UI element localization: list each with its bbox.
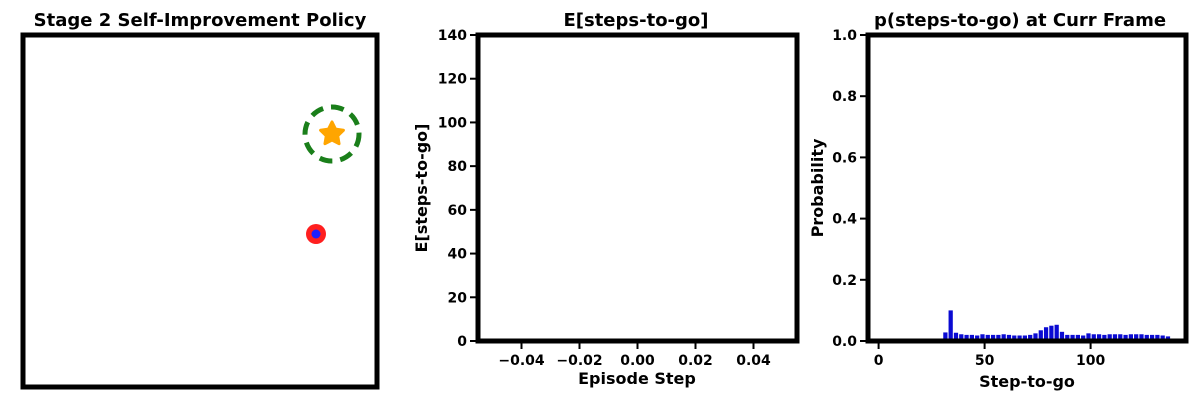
probability-bar [990, 334, 996, 341]
y-tick-label: 0.8 [832, 89, 857, 105]
y-tick-label: 20 [448, 290, 468, 306]
x-tick-label: −0.04 [498, 353, 545, 369]
x-tick-label: 50 [975, 353, 995, 369]
probability-bar [975, 335, 980, 341]
probability-bar [964, 334, 969, 341]
probability-bar [1065, 334, 1070, 341]
probability-bar [1001, 334, 1006, 341]
probability-bar [1155, 334, 1160, 341]
probability-bar [1028, 334, 1033, 341]
goal-star-icon [319, 120, 345, 146]
policy-panel: Stage 2 Self-Improvement Policy [20, 10, 380, 390]
expected-steps-title: E[steps-to-go] [563, 10, 708, 31]
probability-frame [865, 32, 1189, 344]
probability-bar [1006, 334, 1012, 341]
probability-bar [1070, 334, 1075, 341]
y-tick-label: 0.2 [832, 273, 857, 289]
y-tick-label: 140 [438, 28, 467, 44]
policy-panel-title: Stage 2 Self-Improvement Policy [34, 10, 367, 31]
probability-bar [1112, 334, 1118, 341]
x-tick-label: −0.02 [556, 353, 602, 369]
probability-bar [1054, 324, 1059, 341]
y-tick-label: 0.6 [832, 150, 857, 166]
expected-steps-x-label: Episode Step [578, 369, 696, 388]
probability-bar [1160, 335, 1165, 341]
probability-bar [985, 334, 990, 341]
probability-bar [943, 332, 948, 341]
probability-bar [1043, 327, 1049, 341]
probability-bar [1012, 335, 1017, 341]
probability-bar [1017, 335, 1022, 341]
probability-bar [996, 334, 1001, 341]
expected-steps-x-ticks: −0.04 −0.02 0.00 0.02 0.04 [498, 343, 771, 369]
probability-bar [1128, 334, 1133, 341]
probability-bar [1022, 335, 1027, 341]
probability-y-ticks: 0.0 0.2 0.4 0.6 0.8 1.0 [832, 28, 866, 350]
probability-bar [1086, 333, 1091, 341]
x-tick-label: 0.02 [678, 353, 713, 369]
probability-bar [1096, 334, 1102, 341]
y-tick-label: 60 [448, 203, 468, 219]
probability-bar [953, 332, 959, 341]
probability-bar [1091, 334, 1096, 341]
agent-marker-inner [311, 229, 321, 239]
probability-bar [1033, 333, 1038, 341]
expected-steps-panel: E[steps-to-go] −0.04 −0.02 0.00 0.02 0.04 0 2… [412, 10, 800, 388]
probability-bar [1102, 334, 1107, 341]
probability-x-ticks: 0 50 100 [874, 343, 1105, 369]
probability-bar [1149, 334, 1155, 341]
probability-title: p(steps-to-go) at Curr Frame [874, 10, 1166, 31]
x-tick-label: 100 [1076, 353, 1105, 369]
policy-panel-frame [20, 32, 380, 390]
probability-bar [1144, 334, 1149, 341]
x-tick-label: 0.04 [736, 353, 771, 369]
y-tick-label: 0.4 [832, 212, 857, 228]
probability-bar [1118, 334, 1123, 341]
probability-bar [1139, 334, 1144, 341]
probability-bar [1107, 334, 1112, 341]
probability-bar [1059, 331, 1065, 341]
probability-bar [1123, 334, 1128, 341]
y-tick-label: 40 [448, 247, 468, 263]
y-tick-label: 0.0 [832, 334, 857, 350]
probability-bar [980, 334, 985, 341]
probability-bar [1075, 334, 1080, 341]
probability-panel: p(steps-to-go) at Curr Frame 0 50 100 0.00… [808, 10, 1189, 391]
y-tick-label: 80 [448, 159, 468, 175]
x-tick-label: 0.00 [620, 353, 655, 369]
x-tick-label: 0 [874, 353, 884, 369]
y-tick-label: 0 [457, 334, 467, 350]
expected-steps-frame [475, 32, 800, 344]
probability-bar [1049, 325, 1054, 341]
probability-bar [969, 334, 974, 341]
probability-x-label: Step-to-go [979, 372, 1075, 391]
y-tick-label: 100 [438, 115, 467, 131]
y-tick-label: 1.0 [832, 28, 857, 44]
y-tick-label: 120 [438, 72, 467, 88]
goal-ring [302, 104, 362, 164]
expected-steps-y-ticks: 0 20 40 60 80 100 120 140 [438, 28, 476, 350]
probability-bar [959, 334, 964, 341]
probability-y-label: Probability [808, 138, 827, 237]
probability-bar [948, 310, 953, 341]
probability-bar [1081, 335, 1086, 341]
expected-steps-y-label: E[steps-to-go] [412, 124, 431, 253]
probability-bar [1134, 334, 1139, 341]
probability-bar [1038, 330, 1043, 341]
probability-bars [943, 310, 1171, 341]
